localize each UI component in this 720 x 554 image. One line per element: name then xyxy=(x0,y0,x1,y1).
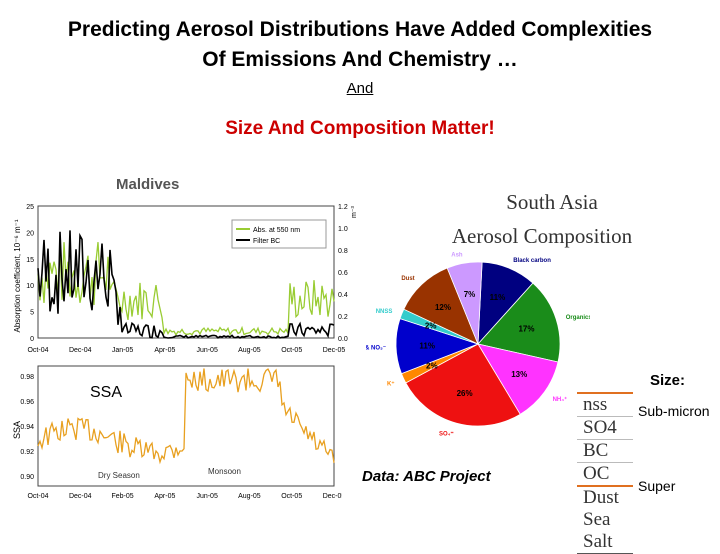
ssa-y-tick: 0.92 xyxy=(20,449,34,456)
ssa-x-tick: Aug-05 xyxy=(238,493,261,500)
submicron-label: Sub-micron xyxy=(638,403,710,419)
composition-pie-chart: 11% Black carbon 17% Organics 13% NH₄⁺ 26% SO₄⁼… xyxy=(366,252,590,438)
pie-percent-label: 12% xyxy=(435,303,451,312)
abs-y-tick: 25 xyxy=(26,204,34,211)
ssa-x-tick: Feb-05 xyxy=(111,493,133,500)
abs-y2-tick: 0.6 xyxy=(338,270,348,277)
ssa-series xyxy=(37,368,335,465)
ssa-x-tick: Dec-04 xyxy=(69,493,92,500)
subtitle: Size And Composition Matter! xyxy=(225,118,495,139)
pie-category-label: K⁺ xyxy=(387,381,395,388)
abs-y2-tick: 0.0 xyxy=(338,336,348,343)
abs-y2-tick: 0.8 xyxy=(338,248,348,255)
pie-percent-label: 11% xyxy=(419,341,435,350)
pie-percent-label: 7% xyxy=(464,290,476,299)
size-legend-item: Sea xyxy=(583,509,611,530)
abs-x-tick: Oct-04 xyxy=(27,347,48,354)
composition-title-2: Aerosol Composition xyxy=(451,224,633,248)
abs-y2-tick: 1.2 xyxy=(338,204,348,211)
pie-category-label: Organics xyxy=(566,315,590,321)
abs-x-tick: Apr-05 xyxy=(154,347,175,354)
abs-y-tick: 10 xyxy=(26,283,34,290)
ssa-x-tick: Jun-05 xyxy=(196,493,218,500)
abs-y-tick: 20 xyxy=(26,230,34,237)
dry-season-annotation: Dry Season xyxy=(98,471,140,480)
title-line-1: Predicting Aerosol Distributions Have Ad… xyxy=(67,18,653,41)
pie-slice xyxy=(405,343,521,427)
pie-percent-label: 11% xyxy=(490,293,506,302)
pie-category-label: Seasalt & NO₃⁻ xyxy=(366,346,386,352)
pie-category-label: SO₄⁼ xyxy=(439,432,454,438)
abs-y-tick: 0 xyxy=(30,336,34,343)
abs-x-tick: Oct-05 xyxy=(281,347,302,354)
ssa-x-tick: Oct-04 xyxy=(27,493,48,500)
size-legend-item: Salt xyxy=(583,531,613,552)
maldives-label: Maldives xyxy=(116,176,180,193)
size-legend-item: nss xyxy=(577,394,633,417)
absorption-chart: 25 20 15 10 5 0 1.2 1.0 0.8 0.6 0.4 0.2 0.0 Oct-04 D… xyxy=(13,204,358,354)
abs-x-tick: Jan-05 xyxy=(112,347,134,354)
size-legend-item: OC xyxy=(577,463,633,487)
abs-y2-axis-label: m⁻³ xyxy=(351,205,358,218)
abs-x-tick: Aug-05 xyxy=(238,347,261,354)
abs-y-tick: 15 xyxy=(26,257,34,264)
filter-bc-series xyxy=(37,230,335,339)
abs-x-tick: Jun-05 xyxy=(196,347,218,354)
pie-category-label: NNSS xyxy=(376,309,393,315)
pie-category-label: Dust xyxy=(401,276,414,282)
ssa-y-tick: 0.90 xyxy=(20,474,34,481)
abs-x-tick: Dec-04 xyxy=(69,347,92,354)
size-title: Size: xyxy=(650,372,686,389)
pie-percent-label: 17% xyxy=(518,325,534,334)
ssa-label: SSA xyxy=(90,384,123,401)
monsoon-annotation: Monsoon xyxy=(208,467,241,476)
ssa-y-axis-label: SSA xyxy=(12,421,22,439)
pie-category-label: Black carbon xyxy=(513,258,551,264)
ssa-y-tick: 0.98 xyxy=(20,374,34,381)
pie-percent-label: 26% xyxy=(457,389,473,398)
size-legend-item: SO4 xyxy=(577,417,633,440)
legend-bc-label: Filter BC xyxy=(253,238,280,245)
pie-category-label: NH₄⁺ xyxy=(553,396,568,403)
pie-percent-label: 2% xyxy=(426,361,438,370)
abs-550nm-series xyxy=(37,242,335,337)
and-text: And xyxy=(346,80,374,97)
abs-x-tick: Dec-05 xyxy=(323,347,346,354)
super-label: Super xyxy=(638,478,676,494)
pie-slice xyxy=(477,282,561,363)
ssa-y-tick: 0.96 xyxy=(20,399,34,406)
ssa-y-tick: 0.94 xyxy=(20,424,34,431)
size-legend-item: Dust xyxy=(583,487,619,508)
abs-y2-tick: 1.0 xyxy=(338,226,348,233)
ssa-chart: 0.98 0.96 0.94 0.92 0.90 Oct-04 Dec-04 Feb-05 A… xyxy=(12,365,342,500)
size-legend-item: BC xyxy=(577,440,633,463)
pie-slice xyxy=(446,261,483,345)
abs-y-tick: 5 xyxy=(30,310,34,317)
composition-title-1: South Asia xyxy=(506,190,598,214)
ssa-x-tick: Apr-05 xyxy=(154,493,175,500)
pie-category-label: Ash xyxy=(451,252,463,258)
title-line-2: Of Emissions And Chemistry … xyxy=(202,48,518,71)
ssa-x-tick: Oct-05 xyxy=(281,493,302,500)
ssa-x-tick: Dec-05 xyxy=(323,493,342,500)
abs-y2-tick: 0.4 xyxy=(338,292,348,299)
abs-y2-tick: 0.2 xyxy=(338,314,348,321)
pie-slice xyxy=(477,343,559,415)
pie-percent-label: 13% xyxy=(511,370,527,379)
pie-percent-label: 2% xyxy=(425,321,437,330)
data-source: Data: ABC Project xyxy=(362,468,491,485)
pie-slice xyxy=(403,267,479,345)
legend-abs-label: Abs. at 550 nm xyxy=(253,227,300,234)
size-legend-box: nss SO4 BC OC Dust Sea Salt xyxy=(577,392,633,554)
abs-legend xyxy=(231,219,327,249)
abs-y-axis-label: Absorption coefficient, 10⁻⁶ m⁻¹ xyxy=(13,219,22,332)
